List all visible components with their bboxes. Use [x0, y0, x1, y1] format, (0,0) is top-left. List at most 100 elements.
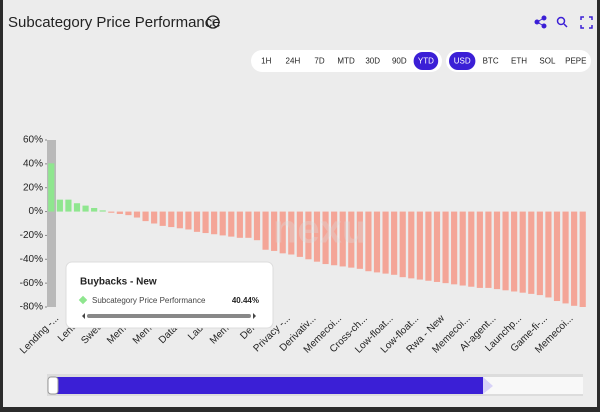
- bar: [236, 211, 243, 238]
- bar: [331, 211, 338, 266]
- y-tick-label: 0%: [29, 206, 44, 217]
- watermark: nexu: [273, 208, 366, 252]
- info-glyph: i: [212, 17, 214, 27]
- bar: [133, 211, 141, 218]
- bar: [536, 211, 543, 296]
- bar: [485, 211, 492, 288]
- info-icon[interactable]: [206, 15, 220, 29]
- bar: [511, 211, 518, 292]
- bar: [433, 211, 441, 282]
- y-tick-label: -20%: [20, 230, 43, 241]
- bar: [339, 211, 346, 267]
- bar: [502, 211, 509, 291]
- bar: [416, 211, 423, 280]
- bar: [245, 211, 252, 238]
- bar: [579, 211, 586, 307]
- bar: [279, 211, 286, 254]
- bar: [116, 211, 123, 214]
- bar: [48, 163, 55, 212]
- bar: [65, 199, 72, 212]
- bar: [253, 211, 261, 241]
- bar: [365, 211, 372, 272]
- bar: [519, 211, 526, 293]
- fullscreen-icon[interactable]: [580, 16, 593, 29]
- bar: [545, 211, 552, 298]
- bar: [193, 211, 201, 232]
- bar: [151, 211, 158, 224]
- tooltip-scroll: [87, 314, 251, 318]
- page: Subcategory Price Performance i 1H 24H 7D M…: [3, 0, 597, 407]
- currencies-button[interactable]: ETH: [511, 57, 527, 66]
- selected-button[interactable]: [449, 52, 476, 70]
- y-tick-label: 60%: [23, 135, 43, 146]
- bar: [571, 211, 578, 306]
- bar: [528, 211, 535, 294]
- chart: Subcategory Price Performance i 1H 24H 7D M…: [8, 14, 593, 396]
- y-tick-label: -60%: [20, 278, 43, 289]
- tooltip-series: Subcategory Price Performance: [92, 296, 206, 305]
- bar: [313, 211, 321, 262]
- bar: [219, 211, 226, 236]
- bar: [442, 211, 449, 284]
- bar: [451, 211, 458, 285]
- bar: [142, 211, 149, 222]
- bar: [228, 211, 235, 237]
- currencies-button[interactable]: SOL: [539, 57, 556, 66]
- x-tick-label: Lending -...: [18, 313, 61, 356]
- tooltip-box: [65, 261, 274, 329]
- bar: [56, 199, 63, 212]
- y-tick-label: 20%: [23, 182, 43, 193]
- tooltip-title: Buybacks - New: [80, 277, 157, 288]
- chart-title: Subcategory Price Performance: [8, 14, 221, 31]
- bar: [159, 211, 166, 226]
- currencies-button[interactable]: USD: [454, 57, 471, 66]
- range-group: [251, 50, 442, 72]
- bar: [73, 203, 81, 212]
- bar: [168, 211, 175, 228]
- ranges-button[interactable]: YTD: [418, 57, 434, 66]
- ranges-button[interactable]: 90D: [392, 57, 407, 66]
- bar: [476, 211, 483, 288]
- bar: [288, 211, 295, 255]
- currencies-button[interactable]: BTC: [483, 57, 499, 66]
- bar: [553, 211, 561, 302]
- bar: [399, 211, 406, 278]
- bar: [202, 211, 209, 234]
- bar: [271, 211, 278, 251]
- navigator[interactable]: [47, 374, 583, 396]
- y-tick-label: 40%: [23, 158, 43, 169]
- bar: [211, 211, 218, 235]
- search-icon[interactable]: [556, 16, 568, 28]
- currencies-button[interactable]: PEPE: [565, 57, 586, 66]
- ranges-button[interactable]: 1H: [261, 57, 271, 66]
- ranges-button[interactable]: 30D: [365, 57, 380, 66]
- ranges-button[interactable]: 24H: [286, 57, 301, 66]
- bar: [356, 211, 363, 269]
- currency-group: [446, 50, 591, 72]
- share-icon[interactable]: [534, 15, 547, 29]
- ranges-button[interactable]: MTD: [337, 57, 355, 66]
- tooltip-swatch: [78, 295, 88, 305]
- bar: [108, 211, 115, 213]
- bar: [382, 211, 389, 274]
- bar: [468, 211, 475, 287]
- bar: [125, 211, 132, 216]
- bar: [425, 211, 432, 281]
- bar: [391, 211, 398, 275]
- bar: [176, 211, 183, 229]
- bar: [99, 210, 106, 212]
- bar: [296, 211, 303, 257]
- tooltip: Buybacks - New Subcategory Price Perform…: [65, 261, 274, 329]
- bar: [562, 211, 569, 304]
- bar: [185, 211, 192, 230]
- hover-band: [47, 140, 56, 307]
- bar: [322, 211, 329, 265]
- bar: [408, 211, 415, 279]
- bar: [262, 211, 269, 250]
- bar: [82, 205, 89, 212]
- bar: [348, 211, 355, 268]
- bar: [493, 211, 501, 290]
- bar: [305, 211, 312, 260]
- ranges-button[interactable]: 7D: [314, 57, 324, 66]
- selected-button[interactable]: [413, 52, 439, 70]
